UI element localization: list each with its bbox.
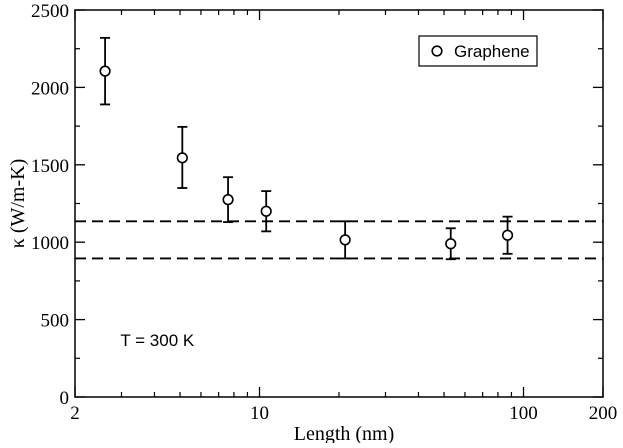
legend-marker xyxy=(431,45,443,57)
x-axis-label: Length (nm) xyxy=(294,423,395,443)
x-tick-label: 10 xyxy=(250,403,269,424)
data-point xyxy=(339,234,351,246)
y-tick-label: 500 xyxy=(41,311,70,332)
data-point xyxy=(445,238,457,250)
data-point xyxy=(99,65,111,77)
legend-label: Graphene xyxy=(454,42,530,61)
y-axis-label: κ (W/m-K) xyxy=(7,159,29,249)
text-layer: 0 500 1000 1500 2000 2500 2 10 100 200 Length (nm)… xyxy=(7,1,618,445)
annotation-temperature: T = 300 K xyxy=(120,331,195,350)
data-layer xyxy=(99,36,514,261)
data-point xyxy=(260,205,272,217)
data-point xyxy=(222,194,234,206)
y-tick-label: 2500 xyxy=(31,1,69,22)
x-tick-label: 200 xyxy=(589,403,618,424)
y-tick-label: 2000 xyxy=(31,78,69,99)
y-tick-label: 0 xyxy=(60,388,70,409)
data-point xyxy=(176,152,188,164)
data-point xyxy=(501,229,514,241)
y-tick-label: 1000 xyxy=(31,233,69,254)
reference-lines-layer xyxy=(75,220,603,260)
x-tick-label: 100 xyxy=(509,403,538,424)
x-tick-label: 2 xyxy=(70,403,80,424)
plot-frame xyxy=(74,9,604,398)
y-tick-label: 1500 xyxy=(31,156,69,177)
